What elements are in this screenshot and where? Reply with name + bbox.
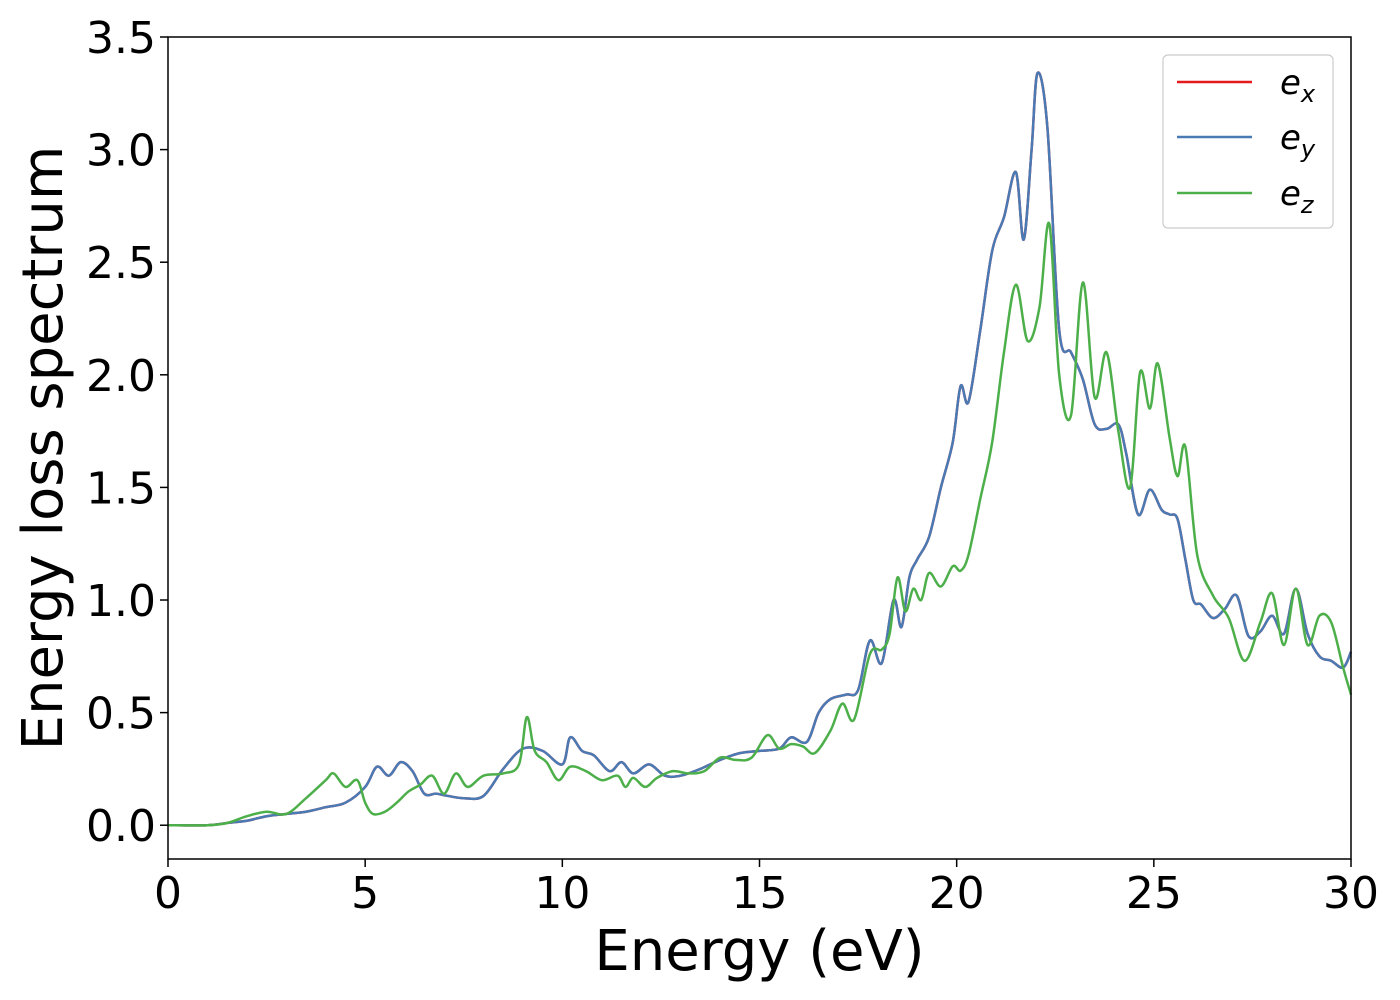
y-tick-label: 0.5 — [86, 689, 156, 740]
legend-entry-ez: ez — [1280, 174, 1315, 219]
x-axis: 0 5 10 15 20 25 30 — [154, 859, 1379, 919]
x-tick-label: 15 — [732, 868, 788, 919]
x-tick-label: 5 — [351, 868, 379, 919]
y-tick-label: 3.0 — [86, 126, 156, 177]
y-axis-label: Energy loss spectrum — [11, 146, 76, 751]
y-tick-label: 3.5 — [86, 13, 156, 64]
x-tick-label: 25 — [1126, 868, 1182, 919]
y-tick-label: 1.0 — [86, 576, 156, 627]
y-tick-label: 0.0 — [86, 801, 156, 852]
x-tick-label: 30 — [1323, 868, 1379, 919]
y-tick-label: 1.5 — [86, 463, 156, 514]
y-tick-label: 2.0 — [86, 351, 156, 402]
legend-entry-ex: ex — [1280, 63, 1316, 108]
x-tick-label: 10 — [534, 868, 590, 919]
series-layer — [167, 71, 1353, 827]
legend-box — [1162, 54, 1334, 229]
series-line-ez — [167, 221, 1353, 827]
legend-entry-ey: ey — [1280, 118, 1316, 163]
x-tick-label: 20 — [929, 868, 985, 919]
x-axis-label: Energy (eV) — [594, 919, 924, 984]
x-tick-label: 0 — [154, 868, 182, 919]
y-tick-label: 2.5 — [86, 238, 156, 289]
y-axis: 0.0 0.5 1.0 1.5 2.0 2.5 3.0 3.5 — [86, 13, 168, 852]
legend: ex ey ez — [1162, 54, 1334, 229]
